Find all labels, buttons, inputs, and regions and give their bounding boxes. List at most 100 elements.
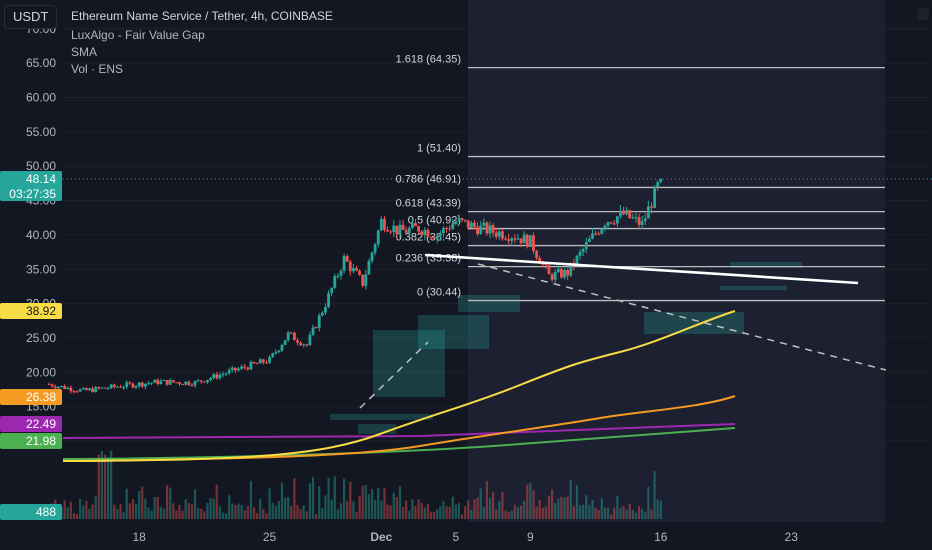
quote-currency-badge[interactable]: USDT [4, 5, 58, 29]
candle-body [653, 186, 656, 208]
volume-bar [557, 498, 560, 519]
candle-body [656, 182, 660, 187]
volume-bar [426, 504, 430, 519]
candle-body [556, 269, 560, 273]
price-tick-label: 55.00 [26, 125, 56, 139]
volume-bar [588, 504, 591, 519]
candle-body [289, 332, 293, 334]
candle-body [50, 384, 54, 387]
symbol-title[interactable]: Ethereum Name Service / Tether, 4h, COIN… [71, 9, 333, 23]
volume-bar [190, 504, 194, 519]
candle-body [243, 366, 247, 368]
candle-body [122, 387, 126, 389]
volume-bar [457, 503, 461, 519]
volume-bar [287, 497, 290, 519]
volume-bar [560, 496, 563, 519]
volume-bar [206, 503, 209, 519]
volume-bar [495, 509, 498, 519]
candle-body [454, 221, 458, 224]
price-tick-label: 65.00 [26, 56, 56, 70]
candle-body [547, 265, 551, 275]
candle-body [473, 222, 476, 227]
volume-bar [187, 502, 190, 519]
fib-level-label: 0.618 (43.39) [396, 198, 461, 210]
volume-bar [153, 496, 156, 519]
candle-body [612, 223, 616, 225]
volume-bar [147, 507, 150, 519]
close-icon[interactable] [917, 8, 929, 20]
volume-bar [519, 505, 523, 519]
candle-body [196, 380, 200, 382]
volume-bar [82, 505, 85, 519]
candle-body [622, 210, 625, 215]
candle-body [429, 236, 433, 238]
volume-bar [128, 503, 131, 519]
candle-body [84, 388, 88, 391]
candle-body [72, 391, 76, 393]
candle-body [637, 217, 641, 225]
volume-bar [308, 483, 312, 519]
candle-body [650, 206, 653, 208]
price-label-box [0, 170, 62, 201]
candle-body [587, 238, 591, 243]
candle-body [218, 374, 222, 379]
price-tick-label: 75.00 [26, 0, 56, 1]
volume-bar [482, 507, 485, 519]
indicator-fvg[interactable]: LuxAlgo - Fair Value Gap [71, 28, 205, 42]
volume-bar [200, 508, 203, 519]
volume-bar [125, 488, 128, 519]
time-tick-label: 5 [453, 530, 460, 544]
dashed-projection-line[interactable] [477, 263, 887, 371]
candle-body [407, 227, 411, 233]
volume-bar [600, 498, 603, 519]
candle-body [376, 230, 380, 245]
candle-body [94, 387, 98, 393]
time-axis[interactable]: 18 25 Dec 5 9 16 23 [132, 530, 798, 544]
volume-bar [305, 511, 308, 519]
volume-bar [66, 507, 69, 519]
volume-bar [283, 497, 287, 519]
price-label-box [0, 433, 62, 449]
candle-body [75, 391, 79, 393]
candle-body [423, 229, 427, 236]
volume-bar [405, 500, 408, 519]
candle-body [389, 231, 393, 233]
time-tick-label: 16 [654, 530, 668, 544]
volume-bar [398, 486, 402, 519]
dashed-impulse-line[interactable] [359, 341, 429, 409]
candle-body [379, 218, 383, 231]
volume-bar [88, 508, 91, 519]
candle-body [280, 345, 284, 351]
volume-bar [501, 491, 504, 519]
fib-level-label: 1 (51.40) [417, 143, 461, 155]
volume-bar [231, 503, 234, 519]
volume-bar [355, 511, 358, 519]
volume-bar [504, 510, 507, 519]
fvg-box [720, 286, 787, 290]
volume-bar [423, 507, 426, 519]
price-tick-label: 60.00 [26, 91, 56, 105]
indicator-volume[interactable]: Vol · ENS [71, 62, 124, 76]
price-axis[interactable]: 75.0070.0065.0060.0055.0050.0045.0040.00… [26, 0, 56, 448]
candle-body [615, 216, 619, 224]
volume-bar [582, 504, 585, 519]
candle-body [88, 388, 91, 391]
candle-body [414, 223, 417, 227]
candle-body [460, 218, 464, 220]
candle-body [361, 274, 365, 286]
volume-bar [470, 509, 473, 519]
volume-bar [529, 483, 532, 519]
trendlines[interactable] [359, 253, 887, 409]
volume-bar [315, 514, 318, 519]
volume-bar [197, 508, 200, 519]
candle-body [600, 228, 604, 234]
candle-body [442, 227, 445, 234]
candle-body [215, 374, 219, 379]
volume-bar [538, 499, 541, 519]
volume-bar [134, 503, 138, 519]
resistance-trendline[interactable] [424, 253, 859, 285]
candle-body [525, 234, 529, 247]
indicator-sma[interactable]: SMA [71, 45, 98, 59]
fib-retracement[interactable]: 1.618 (64.35) 1 (51.40) 0.786 (46.91) 0.618… [396, 54, 885, 302]
